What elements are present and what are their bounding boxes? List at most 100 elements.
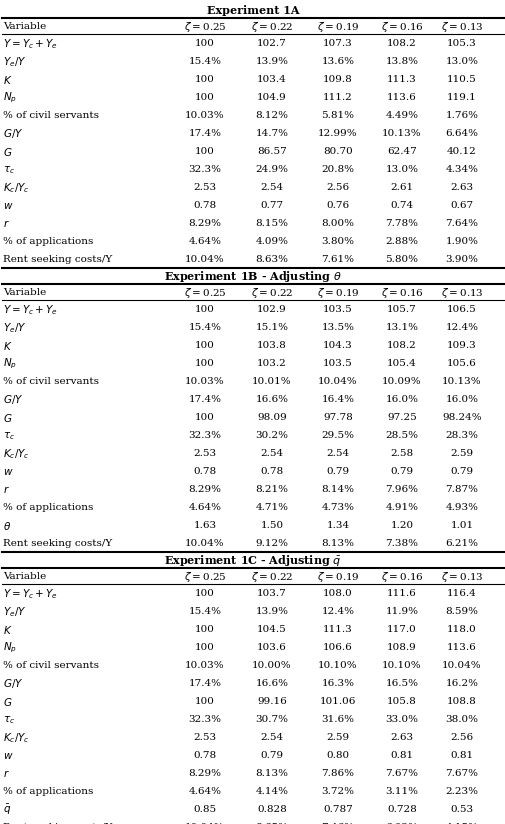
Text: 0.79: 0.79 <box>326 467 349 476</box>
Text: Variable: Variable <box>3 22 46 31</box>
Text: % of applications: % of applications <box>3 788 93 797</box>
Text: 103.4: 103.4 <box>257 76 286 84</box>
Text: 97.78: 97.78 <box>323 414 352 423</box>
Text: 4.73%: 4.73% <box>321 503 354 513</box>
Text: $Y = Y_c + Y_e$: $Y = Y_c + Y_e$ <box>3 303 58 316</box>
Text: 7.96%: 7.96% <box>385 485 418 494</box>
Text: Experiment 1B - Adjusting $\theta$: Experiment 1B - Adjusting $\theta$ <box>164 269 341 284</box>
Text: 100: 100 <box>194 697 215 706</box>
Text: 109.8: 109.8 <box>323 76 352 84</box>
Text: 105.4: 105.4 <box>386 359 416 368</box>
Text: 102.9: 102.9 <box>257 306 286 315</box>
Text: 0.67: 0.67 <box>449 201 473 210</box>
Text: 7.67%: 7.67% <box>385 770 418 779</box>
Text: 0.77: 0.77 <box>260 201 283 210</box>
Text: $\zeta$$ = $0.22: $\zeta$$ = $0.22 <box>250 570 292 583</box>
Text: 108.8: 108.8 <box>446 697 476 706</box>
Text: 1.34: 1.34 <box>326 522 349 531</box>
Text: Rent seeking costs/Y: Rent seeking costs/Y <box>3 540 112 549</box>
Text: 103.7: 103.7 <box>257 589 286 598</box>
Text: 105.6: 105.6 <box>446 359 476 368</box>
Text: 111.2: 111.2 <box>323 93 352 102</box>
Text: 3.72%: 3.72% <box>321 788 354 797</box>
Text: 16.5%: 16.5% <box>385 680 418 688</box>
Text: $Y_e/Y$: $Y_e/Y$ <box>3 321 27 335</box>
Text: % of applications: % of applications <box>3 237 93 246</box>
Text: 2.63: 2.63 <box>390 733 413 742</box>
Text: 7.78%: 7.78% <box>385 219 418 228</box>
Text: 111.3: 111.3 <box>386 76 416 84</box>
Text: 10.01%: 10.01% <box>251 377 291 386</box>
Text: 1.76%: 1.76% <box>444 111 478 120</box>
Text: Experiment 1A: Experiment 1A <box>207 5 298 16</box>
Text: 119.1: 119.1 <box>446 93 476 102</box>
Text: 13.1%: 13.1% <box>385 323 418 332</box>
Text: 108.9: 108.9 <box>386 644 416 653</box>
Text: $Y_e/Y$: $Y_e/Y$ <box>3 605 27 619</box>
Text: $\tau_c$: $\tau_c$ <box>3 714 15 726</box>
Text: 8.29%: 8.29% <box>188 219 221 228</box>
Text: 1.90%: 1.90% <box>444 237 478 246</box>
Text: $\zeta$$ = $0.25: $\zeta$$ = $0.25 <box>183 20 226 34</box>
Text: 99.16: 99.16 <box>257 697 286 706</box>
Text: 10.04%: 10.04% <box>185 540 224 549</box>
Text: 4.49%: 4.49% <box>385 111 418 120</box>
Text: 0.74: 0.74 <box>390 201 413 210</box>
Text: 4.14%: 4.14% <box>255 788 288 797</box>
Text: 5.80%: 5.80% <box>385 255 418 265</box>
Text: 98.24%: 98.24% <box>441 414 481 423</box>
Text: 13.5%: 13.5% <box>321 323 354 332</box>
Text: 103.2: 103.2 <box>257 359 286 368</box>
Text: $G/Y$: $G/Y$ <box>3 128 24 140</box>
Text: 8.29%: 8.29% <box>188 485 221 494</box>
Text: 2.59: 2.59 <box>449 449 473 458</box>
Text: $r$: $r$ <box>3 218 10 229</box>
Text: 118.0: 118.0 <box>446 625 476 634</box>
Text: 107.3: 107.3 <box>323 40 352 49</box>
Text: $\zeta$$ = $0.25: $\zeta$$ = $0.25 <box>183 570 226 583</box>
Text: 103.5: 103.5 <box>323 359 352 368</box>
Text: $G/Y$: $G/Y$ <box>3 393 24 406</box>
Text: 7.64%: 7.64% <box>444 219 478 228</box>
Text: 8.21%: 8.21% <box>255 485 288 494</box>
Text: $\tau_c$: $\tau_c$ <box>3 164 15 176</box>
Text: 109.3: 109.3 <box>446 341 476 350</box>
Text: 97.25: 97.25 <box>386 414 416 423</box>
Text: $w$: $w$ <box>3 751 14 761</box>
Text: $K_c/Y_c$: $K_c/Y_c$ <box>3 731 30 745</box>
Text: 100: 100 <box>194 40 215 49</box>
Text: 24.9%: 24.9% <box>255 166 288 175</box>
Text: 16.4%: 16.4% <box>321 396 354 405</box>
Text: $Y = Y_c + Y_e$: $Y = Y_c + Y_e$ <box>3 37 58 51</box>
Text: 17.4%: 17.4% <box>188 396 221 405</box>
Text: Experiment 1C - Adjusting $\bar{q}$: Experiment 1C - Adjusting $\bar{q}$ <box>164 553 341 569</box>
Text: 116.4: 116.4 <box>446 589 476 598</box>
Text: $K_c/Y_c$: $K_c/Y_c$ <box>3 181 30 194</box>
Text: 17.4%: 17.4% <box>188 129 221 138</box>
Text: 106.6: 106.6 <box>323 644 352 653</box>
Text: 33.0%: 33.0% <box>385 715 418 724</box>
Text: 10.04%: 10.04% <box>185 255 224 265</box>
Text: $G$: $G$ <box>3 146 13 158</box>
Text: 105.3: 105.3 <box>446 40 476 49</box>
Text: 10.13%: 10.13% <box>441 377 481 386</box>
Text: 8.63%: 8.63% <box>255 255 288 265</box>
Text: 16.0%: 16.0% <box>444 396 478 405</box>
Text: 0.78: 0.78 <box>193 751 216 761</box>
Text: 8.13%: 8.13% <box>255 770 288 779</box>
Text: 2.59: 2.59 <box>326 733 349 742</box>
Text: 10.03%: 10.03% <box>185 662 224 671</box>
Text: $w$: $w$ <box>3 201 14 211</box>
Text: 1.20: 1.20 <box>390 522 413 531</box>
Text: $K$: $K$ <box>3 74 13 86</box>
Text: 12.99%: 12.99% <box>318 129 357 138</box>
Text: 0.79: 0.79 <box>260 751 283 761</box>
Text: 113.6: 113.6 <box>386 93 416 102</box>
Text: $r$: $r$ <box>3 769 10 780</box>
Text: $\zeta$$ = $0.16: $\zeta$$ = $0.16 <box>380 20 423 34</box>
Text: $\bar{q}$: $\bar{q}$ <box>3 803 11 817</box>
Text: 16.6%: 16.6% <box>255 680 288 688</box>
Text: $Y = Y_c + Y_e$: $Y = Y_c + Y_e$ <box>3 587 58 601</box>
Text: 10.03%: 10.03% <box>185 377 224 386</box>
Text: $r$: $r$ <box>3 485 10 495</box>
